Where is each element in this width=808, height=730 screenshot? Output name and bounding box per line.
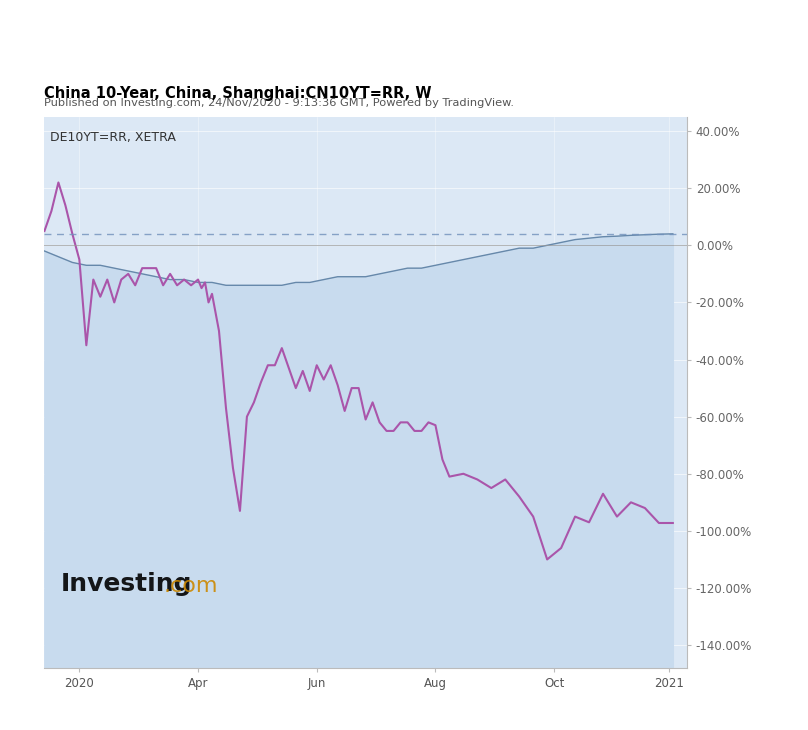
Text: Investing: Investing (61, 572, 192, 596)
Text: 4.01%: 4.01% (701, 227, 744, 240)
Text: .com: .com (163, 576, 218, 596)
Text: DE10YT=RR, XETRA: DE10YT=RR, XETRA (49, 131, 175, 144)
Text: -97.24%: -97.24% (694, 517, 751, 529)
Text: China 10-Year, China, Shanghai:CN10YT=RR, W: China 10-Year, China, Shanghai:CN10YT=RR… (44, 85, 432, 101)
Text: Published on Investing.com, 24/Nov/2020 - 9:13:36 GMT, Powered by TradingView.: Published on Investing.com, 24/Nov/2020 … (44, 98, 515, 108)
